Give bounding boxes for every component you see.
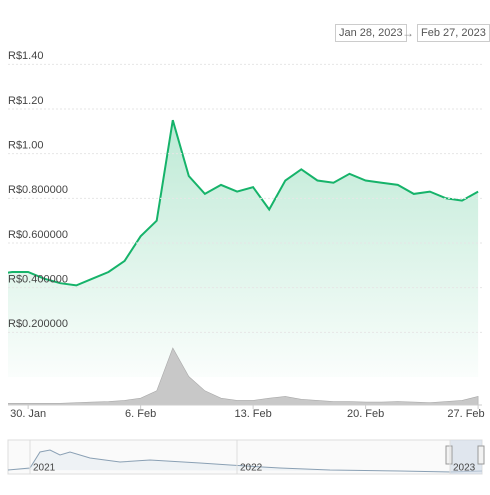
navigator-label: 2022 — [240, 463, 263, 474]
y-tick-label: R$1.40 — [8, 50, 43, 62]
x-tick-label: 20. Feb — [347, 408, 384, 420]
range-separator: → — [402, 26, 414, 40]
navigator-label: 2021 — [33, 463, 56, 474]
navigator-line — [7, 449, 483, 473]
y-tick-label: R$0.600000 — [8, 229, 68, 241]
y-tick-label: R$0.800000 — [8, 184, 68, 196]
y-tick-label: R$0.200000 — [8, 318, 68, 330]
navigator-label: 2023 — [453, 463, 476, 474]
plot — [8, 119, 479, 406]
price-area — [8, 120, 479, 377]
navigator-handle[interactable] — [477, 445, 485, 465]
range-to[interactable]: Feb 27, 2023 — [417, 24, 490, 42]
navigator-handle[interactable] — [445, 445, 453, 465]
price-line — [8, 119, 479, 287]
y-tick-label: R$1.00 — [8, 140, 43, 152]
navigator-window[interactable] — [450, 440, 482, 474]
y-tick-label: R$0.400000 — [8, 274, 68, 286]
x-tick-label: 6. Feb — [125, 408, 156, 420]
range-from[interactable]: Jan 28, 2023 — [335, 24, 407, 42]
x-tick-label: 27. Feb — [447, 408, 484, 420]
x-tick-label: 13. Feb — [234, 408, 271, 420]
volume-area — [8, 347, 479, 406]
x-tick-label: 30. Jan — [10, 408, 46, 420]
navigator-labels: 2021 2022 2023 — [29, 440, 476, 474]
y-tick-label: R$1.20 — [8, 95, 43, 107]
